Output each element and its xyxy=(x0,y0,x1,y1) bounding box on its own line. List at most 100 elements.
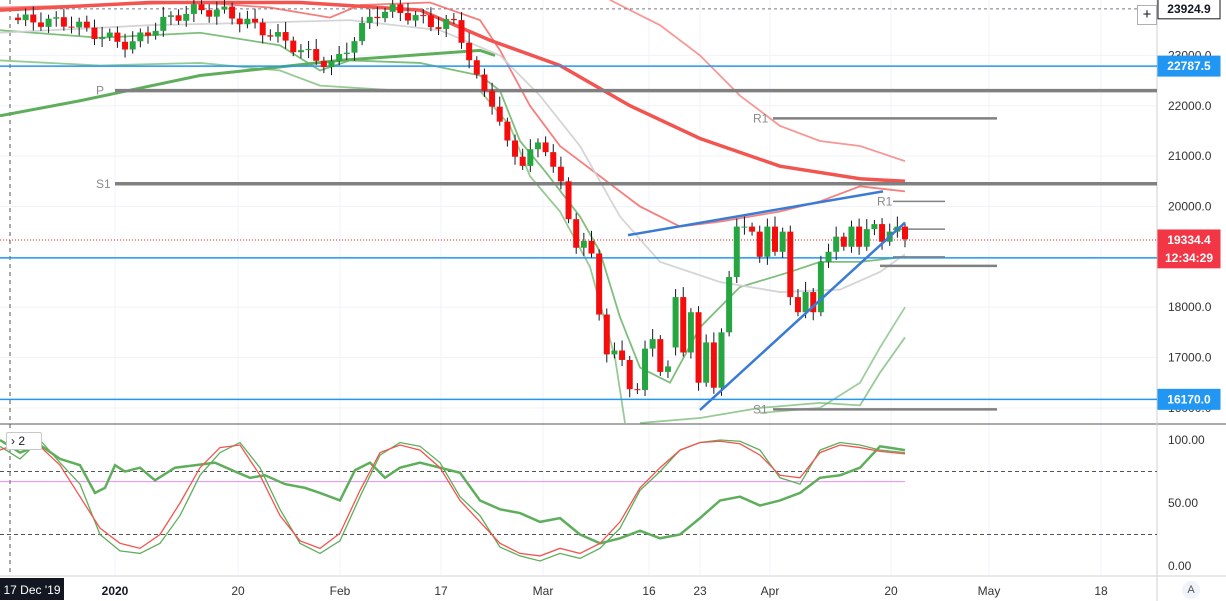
candle-body-100 xyxy=(779,231,786,252)
candle-body-18 xyxy=(152,30,159,36)
candle-99 xyxy=(772,216,779,256)
candle-44 xyxy=(351,37,358,61)
candle-body-30 xyxy=(244,18,251,25)
price-badge-label-2: 19334.4 xyxy=(1167,233,1211,247)
candle-body-78 xyxy=(611,350,618,355)
candle-70 xyxy=(550,144,557,173)
candle-100 xyxy=(779,227,786,258)
candle-72 xyxy=(565,177,572,224)
candle-16 xyxy=(137,28,144,48)
candle-body-87 xyxy=(680,297,687,353)
candle-49 xyxy=(389,0,396,18)
candle-7 xyxy=(68,16,75,34)
auto-scale-label: A xyxy=(1187,584,1195,596)
candle-body-101 xyxy=(787,231,794,298)
candle-54 xyxy=(427,7,434,32)
candle-body-46 xyxy=(366,16,373,23)
candle-body-60 xyxy=(473,60,480,75)
horizontal-lines xyxy=(0,65,1157,401)
candle-body-43 xyxy=(343,52,350,54)
candle-85 xyxy=(664,360,671,378)
candle-68 xyxy=(534,138,541,158)
price-badge-bg-0 xyxy=(1157,0,1221,20)
candle-77 xyxy=(603,308,610,363)
candle-body-58 xyxy=(458,20,465,43)
pivot-levels: P S1 R1 R1 S1 xyxy=(96,84,1157,416)
candle-41 xyxy=(328,55,335,76)
candle-8 xyxy=(76,17,83,36)
candle-body-25 xyxy=(206,10,213,17)
candle-body-91 xyxy=(710,342,717,388)
candle-body-107 xyxy=(833,236,840,252)
candle-body-21 xyxy=(175,15,182,21)
candle-body-10 xyxy=(91,27,98,39)
candle-4 xyxy=(45,14,52,33)
bb-mid-green xyxy=(0,29,906,384)
candle-9 xyxy=(83,15,90,32)
candle-87 xyxy=(680,287,687,357)
candle-0 xyxy=(15,13,21,25)
candle-19 xyxy=(160,6,167,37)
candle-body-68 xyxy=(534,142,541,150)
plus-button[interactable]: + xyxy=(1137,5,1157,25)
candles xyxy=(15,0,908,398)
candle-18 xyxy=(152,22,159,40)
candle-body-29 xyxy=(236,18,243,25)
candle-body-57 xyxy=(450,18,457,21)
candle-body-16 xyxy=(137,32,144,42)
candle-body-56 xyxy=(443,18,450,29)
candle-body-102 xyxy=(794,297,801,313)
candle-body-95 xyxy=(741,226,748,228)
candle-97 xyxy=(756,225,763,263)
auto-scale-button[interactable]: A xyxy=(1182,581,1200,599)
candle-body-64 xyxy=(504,121,511,141)
price-badge-bg-1 xyxy=(1157,55,1221,77)
candle-body-62 xyxy=(489,90,496,107)
candle-body-96 xyxy=(749,226,756,232)
candle-body-31 xyxy=(252,18,259,23)
crosshair-date-label: 17 Dec '19 xyxy=(4,583,61,597)
stoch-tick-label-2: 100.00 xyxy=(1168,433,1205,447)
candle-body-7 xyxy=(68,26,75,28)
candle-body-71 xyxy=(557,166,564,182)
candle-body-72 xyxy=(565,181,572,220)
candle-body-106 xyxy=(825,251,832,262)
candle-63 xyxy=(496,96,503,126)
pivot-label-3: R1 xyxy=(877,194,893,208)
price-badge-label-1: 22787.5 xyxy=(1167,59,1211,73)
pivot-label-4: S1 xyxy=(753,402,768,416)
candle-body-34 xyxy=(274,32,281,37)
candle-20 xyxy=(167,11,174,25)
candle-36 xyxy=(290,36,297,57)
candle-79 xyxy=(619,340,626,367)
candle-body-11 xyxy=(99,36,106,39)
candle-51 xyxy=(404,2,411,25)
bb-upper-red-2 xyxy=(609,0,906,162)
candle-108 xyxy=(840,232,847,251)
candle-62 xyxy=(489,82,496,115)
candle-body-32 xyxy=(259,22,266,36)
candle-body-83 xyxy=(649,339,656,349)
candle-body-27 xyxy=(221,6,228,10)
candle-body-1 xyxy=(22,14,29,21)
candle-12 xyxy=(106,28,113,42)
candle-body-23 xyxy=(190,4,197,14)
candle-84 xyxy=(657,335,664,376)
candle-body-89 xyxy=(695,312,702,383)
candle-body-80 xyxy=(626,359,633,390)
candle-34 xyxy=(274,23,281,43)
candle-body-42 xyxy=(336,53,343,62)
candle-6 xyxy=(60,9,67,31)
candle-body-36 xyxy=(290,40,297,53)
candle-110 xyxy=(856,218,863,255)
candle-body-12 xyxy=(106,32,113,37)
candle-body-48 xyxy=(382,11,389,19)
candle-body-40 xyxy=(320,60,327,68)
candle-10 xyxy=(91,19,98,46)
candle-body-39 xyxy=(313,49,320,61)
candle-body-108 xyxy=(840,236,847,247)
candle-14 xyxy=(122,33,129,58)
collapse-indicator-button[interactable]: › 2 xyxy=(6,432,42,450)
candle-body-5 xyxy=(53,17,60,19)
